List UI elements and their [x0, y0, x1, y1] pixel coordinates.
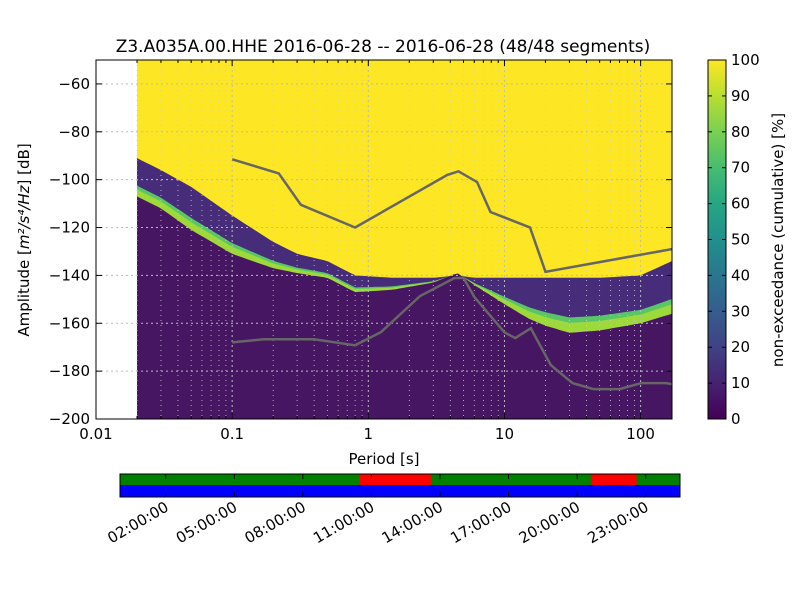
colorbar-tick-label: 50	[731, 231, 750, 249]
x-tick-label: 10	[495, 425, 514, 443]
x-tick-label: 100	[626, 425, 655, 443]
y-axis-label-unit: m²/s⁴/Hz	[15, 184, 33, 249]
colorbar-tick-label: 70	[731, 159, 750, 177]
ppsd-heatmap	[136, 60, 672, 419]
y-tick-label: −60	[58, 75, 90, 93]
chart-title: Z3.A035A.00.HHE 2016-06-28 -- 2016-06-28…	[116, 37, 651, 57]
x-tick-label: 0.01	[79, 425, 112, 443]
x-axis-ticks: 0.01 0.1 1 10 100	[79, 60, 655, 443]
colorbar-tick-label: 0	[731, 410, 741, 428]
colorbar-ticks: 0 10 20 30 40 50 60 70 80 90 100	[708, 51, 760, 428]
availability-tick-label: 23:00:00	[584, 498, 651, 547]
availability-tick-label: 08:00:00	[242, 498, 309, 547]
colorbar-tick-label: 20	[731, 338, 750, 356]
availability-gap	[360, 474, 431, 485]
y-axis-label-suffix: ] [dB]	[15, 143, 33, 185]
x-axis-label: Period [s]	[348, 450, 419, 468]
noise-model-lines	[231, 158, 672, 391]
availability-frame	[119, 473, 681, 498]
heatmap-fill-low	[137, 196, 672, 419]
high-noise-model-line	[231, 158, 672, 274]
heatmap-band-5	[137, 158, 672, 318]
availability-tick-label: 02:00:00	[104, 498, 171, 547]
x-tick-label: 0.1	[220, 425, 244, 443]
x-tick-label: 1	[364, 425, 374, 443]
plot-frame	[95, 59, 673, 420]
colorbar-tick-label: 60	[731, 195, 750, 213]
availability-gap	[590, 474, 637, 485]
availability-tick-label: 17:00:00	[447, 498, 514, 547]
y-tick-label: −80	[58, 123, 90, 141]
availability-tick-label: 20:00:00	[516, 498, 583, 547]
y-tick-label: −100	[49, 171, 90, 189]
data-availability-bar	[119, 473, 681, 498]
y-tick-label: −120	[49, 219, 90, 237]
colorbar-tick-label: 90	[731, 87, 750, 105]
y-axis-label: Amplitude [m²/s⁴/Hz] [dB]	[15, 143, 33, 336]
availability-tick-label: 11:00:00	[310, 498, 377, 547]
availability-bottom-bar	[120, 485, 680, 497]
y-tick-label: −180	[49, 362, 90, 380]
grid-lines	[96, 60, 672, 419]
colorbar-label: non-exceedance (cumulative) [%]	[769, 113, 787, 367]
low-noise-model-line	[232, 276, 672, 391]
colorbar: 0 10 20 30 40 50 60 70 80 90 100 non-exceedance (c…	[707, 51, 787, 428]
colorbar-tick-label: 40	[731, 266, 750, 284]
colorbar-tick-label: 80	[731, 123, 750, 141]
y-tick-label: −140	[49, 266, 90, 284]
colorbar-tick-label: 10	[731, 374, 750, 392]
y-axis-label-prefix: Amplitude [	[15, 249, 33, 337]
availability-tick-label: 05:00:00	[173, 498, 240, 547]
y-axis-ticks: −200 −180 −160 −140 −120 −100 −80 −60	[49, 75, 672, 428]
y-tick-label: −200	[49, 410, 90, 428]
colorbar-tick-label: 100	[731, 51, 760, 69]
y-tick-label: −160	[49, 314, 90, 332]
colorbar-tick-label: 30	[731, 302, 750, 320]
availability-tick-label: 14:00:00	[379, 498, 446, 547]
